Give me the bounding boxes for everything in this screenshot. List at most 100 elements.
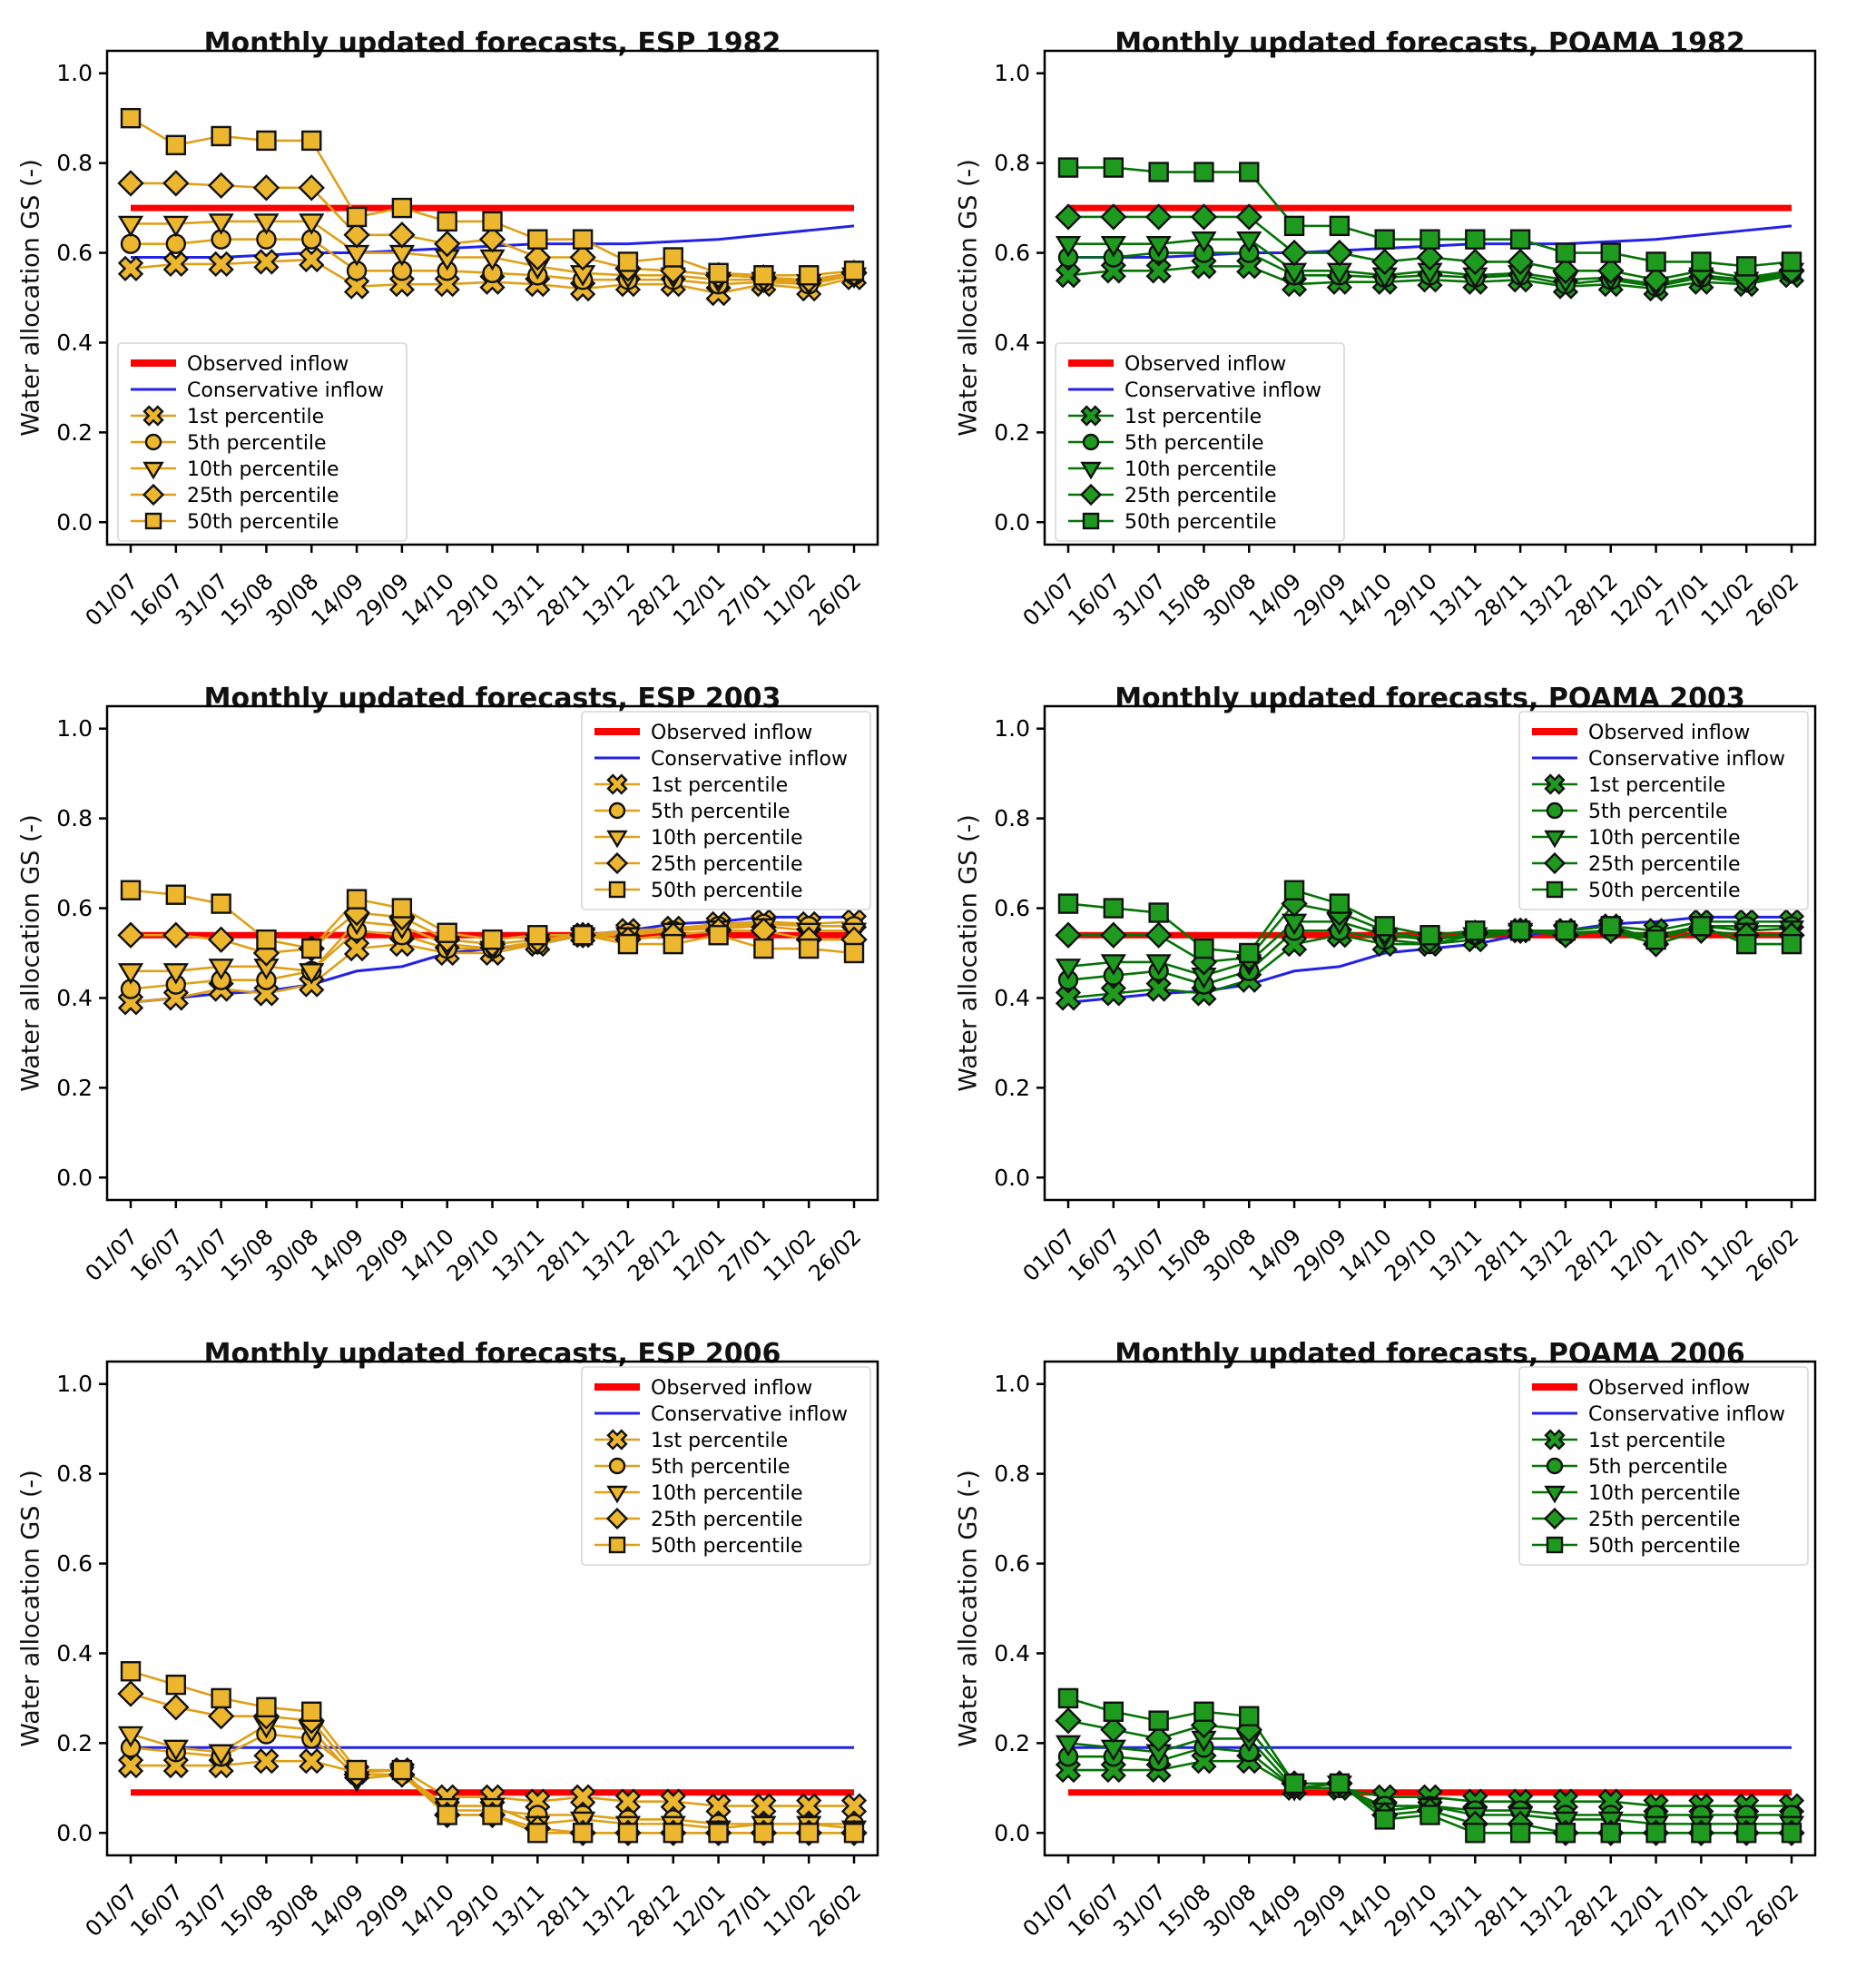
svg-text:0.4: 0.4 — [56, 985, 93, 1011]
legend-item-observed: Observed inflow — [1532, 1377, 1750, 1400]
svg-text:5th percentile: 5th percentile — [651, 801, 791, 823]
legend-item-p25: 25th percentile — [594, 851, 803, 876]
chart-title: Monthly updated forecasts, POAMA 2003 — [1115, 682, 1745, 714]
svg-text:1.0: 1.0 — [56, 715, 93, 742]
legend-item-conservative: Conservative inflow — [594, 748, 848, 771]
svg-text:25th percentile: 25th percentile — [651, 853, 803, 876]
svg-text:0.0: 0.0 — [56, 1165, 93, 1191]
legend-item-p25: 25th percentile — [1068, 483, 1277, 507]
svg-text:0.8: 0.8 — [994, 150, 1030, 176]
legend-item-p5: 5th percentile — [1532, 1456, 1728, 1479]
svg-text:Observed inflow: Observed inflow — [187, 353, 349, 376]
legend-item-conservative: Conservative inflow — [1532, 748, 1785, 771]
legend-item-p1: 1st percentile — [1068, 405, 1262, 428]
chart-title: Monthly updated forecasts, POAMA 1982 — [1115, 26, 1745, 59]
svg-text:0.4: 0.4 — [994, 329, 1030, 356]
legend-item-conservative: Conservative inflow — [1532, 1403, 1785, 1426]
legend-item-observed: Observed inflow — [131, 353, 349, 376]
legend-item-p50: 50th percentile — [594, 880, 803, 902]
plot-esp-2006: 0.00.20.40.60.81.001/0716/0731/0715/0830… — [56, 1360, 879, 1942]
svg-text:1.0: 1.0 — [994, 715, 1030, 742]
svg-text:10th percentile: 10th percentile — [651, 827, 803, 850]
svg-text:0.4: 0.4 — [994, 1640, 1030, 1667]
series-lines — [130, 1669, 855, 1834]
chart-title: Monthly updated forecasts, ESP 1982 — [203, 26, 781, 59]
legend: Observed inflow Conservative inflow 1st pe… — [1518, 1366, 1809, 1566]
legend: Observed inflow Conservative inflow 1st pe… — [117, 342, 408, 542]
svg-text:25th percentile: 25th percentile — [1588, 853, 1741, 876]
svg-text:0.2: 0.2 — [56, 419, 93, 446]
svg-text:26/02: 26/02 — [1742, 1224, 1804, 1286]
plot-poama-1982: 0.00.20.40.60.81.001/0716/0731/0715/0830… — [994, 49, 1817, 631]
svg-text:10th percentile: 10th percentile — [1588, 827, 1741, 850]
plot-esp-2003: 0.00.20.40.60.81.001/0716/0731/0715/0830… — [56, 704, 879, 1286]
legend-item-conservative: Conservative inflow — [1068, 379, 1321, 402]
svg-text:Observed inflow: Observed inflow — [1588, 722, 1750, 744]
svg-text:0.2: 0.2 — [56, 1730, 93, 1756]
svg-text:0.6: 0.6 — [56, 895, 93, 921]
svg-text:0.6: 0.6 — [56, 240, 93, 266]
legend-item-p10: 10th percentile — [131, 458, 339, 481]
chart-title: Monthly updated forecasts, POAMA 2006 — [1115, 1337, 1745, 1370]
svg-text:26/02: 26/02 — [1742, 1879, 1804, 1942]
svg-text:10th percentile: 10th percentile — [187, 458, 339, 481]
chart-cell-poama-2003: Monthly updated forecasts, POAMA 2003 Wa… — [938, 655, 1875, 1311]
legend-item-p50: 50th percentile — [131, 511, 339, 534]
legend: Observed inflow Conservative inflow 1st pe… — [1518, 711, 1809, 910]
legend-item-p10: 10th percentile — [594, 1482, 803, 1505]
svg-text:0.0: 0.0 — [994, 509, 1030, 536]
series-markers — [1055, 880, 1805, 1011]
legend-item-p50: 50th percentile — [1532, 880, 1741, 902]
svg-text:0.4: 0.4 — [56, 329, 93, 356]
svg-text:1st percentile: 1st percentile — [651, 1430, 788, 1452]
svg-text:10th percentile: 10th percentile — [651, 1482, 803, 1505]
svg-text:50th percentile: 50th percentile — [187, 511, 339, 534]
legend-item-p5: 5th percentile — [1068, 432, 1264, 455]
svg-text:0.4: 0.4 — [994, 985, 1030, 1011]
svg-text:0.6: 0.6 — [994, 240, 1030, 266]
svg-text:50th percentile: 50th percentile — [1588, 1535, 1741, 1558]
svg-text:5th percentile: 5th percentile — [1588, 801, 1728, 823]
svg-text:10th percentile: 10th percentile — [1125, 458, 1277, 481]
svg-text:0.0: 0.0 — [994, 1165, 1030, 1191]
svg-text:50th percentile: 50th percentile — [651, 880, 803, 902]
svg-text:1st percentile: 1st percentile — [1588, 774, 1725, 797]
svg-text:0.8: 0.8 — [56, 805, 93, 831]
svg-text:50th percentile: 50th percentile — [651, 1535, 803, 1558]
svg-text:26/02: 26/02 — [804, 568, 867, 631]
svg-text:Observed inflow: Observed inflow — [651, 722, 812, 744]
legend-item-p5: 5th percentile — [594, 801, 791, 823]
legend-item-p25: 25th percentile — [1532, 1507, 1741, 1531]
svg-text:Conservative inflow: Conservative inflow — [1125, 379, 1321, 402]
svg-text:25th percentile: 25th percentile — [651, 1509, 803, 1531]
svg-text:0.2: 0.2 — [56, 1075, 93, 1101]
axes: 0.00.20.40.60.81.001/0716/0731/0715/0830… — [994, 49, 1817, 631]
svg-text:0.6: 0.6 — [994, 895, 1030, 921]
chart-title: Monthly updated forecasts, ESP 2006 — [203, 1337, 781, 1370]
svg-text:0.8: 0.8 — [994, 1460, 1030, 1487]
svg-text:1.0: 1.0 — [56, 1371, 93, 1397]
legend-item-observed: Observed inflow — [594, 1377, 812, 1400]
series-markers — [117, 880, 868, 1016]
svg-text:1st percentile: 1st percentile — [1125, 406, 1262, 428]
svg-text:1.0: 1.0 — [994, 1371, 1030, 1397]
svg-text:25th percentile: 25th percentile — [1588, 1509, 1741, 1531]
plot-poama-2006: 0.00.20.40.60.81.001/0716/0731/0715/0830… — [994, 1360, 1817, 1942]
legend-item-p5: 5th percentile — [131, 432, 327, 455]
svg-text:1st percentile: 1st percentile — [651, 774, 788, 797]
legend-item-p1: 1st percentile — [594, 1429, 788, 1452]
legend-item-p25: 25th percentile — [131, 483, 339, 507]
svg-text:1.0: 1.0 — [56, 60, 93, 86]
svg-text:1st percentile: 1st percentile — [1588, 1430, 1725, 1452]
series-markers — [117, 1661, 868, 1846]
svg-text:50th percentile: 50th percentile — [1588, 880, 1741, 902]
legend-item-p10: 10th percentile — [594, 827, 803, 850]
svg-text:0.2: 0.2 — [994, 1730, 1030, 1756]
svg-text:26/02: 26/02 — [804, 1879, 867, 1942]
legend-item-p10: 10th percentile — [1532, 827, 1741, 850]
svg-text:0.8: 0.8 — [56, 150, 93, 176]
svg-text:50th percentile: 50th percentile — [1125, 511, 1277, 534]
legend-item-p1: 1st percentile — [1532, 773, 1725, 797]
svg-text:Observed inflow: Observed inflow — [651, 1377, 812, 1400]
